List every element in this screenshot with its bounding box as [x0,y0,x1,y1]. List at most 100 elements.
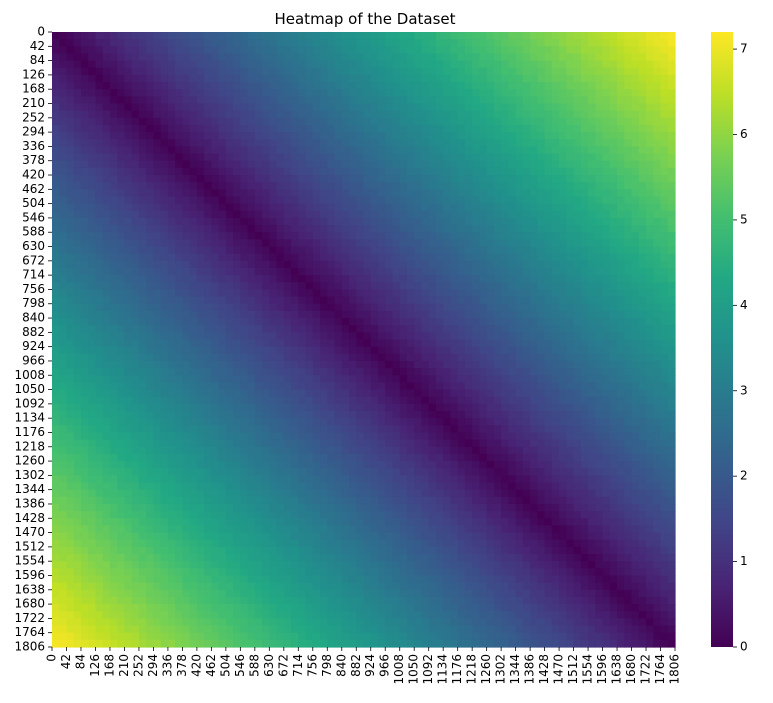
heatmap-cell [276,296,285,305]
heatmap-cell [189,275,198,283]
heatmap-cell [501,375,509,384]
heatmap-cell [573,346,582,355]
heatmap-cell [88,318,97,326]
heatmap-cell [211,267,220,276]
heatmap-cell [406,382,415,391]
heatmap-cell [262,332,270,341]
heatmap-cell [109,103,118,112]
heatmap-cell [435,96,444,105]
heatmap-cell [406,239,415,248]
heatmap-cell [588,32,596,40]
heatmap-cell [588,39,596,47]
heatmap-cell [225,232,234,240]
heatmap-cell [428,67,437,76]
heatmap-cell [559,368,567,376]
heatmap-cell [291,432,299,441]
heatmap-cell [631,182,640,190]
heatmap-cell [421,196,430,205]
heatmap-cell [124,246,133,255]
heatmap-cell [559,60,567,69]
heatmap-cell [660,189,669,198]
heatmap-cell [617,232,625,240]
heatmap-cell [153,67,162,76]
heatmap-cell [233,132,241,140]
heatmap-cell [334,217,343,226]
heatmap-cell [189,239,198,248]
heatmap-cell [240,117,249,126]
heatmap-cell [385,346,394,355]
heatmap-cell [160,82,169,90]
heatmap-cell [624,175,633,183]
heatmap-cell [631,375,640,384]
heatmap-cell [399,389,408,398]
heatmap-cell [73,217,82,226]
heatmap-cell [334,39,343,47]
heatmap-cell [218,389,227,398]
heatmap-cell [66,275,75,283]
heatmap-cell [225,39,234,47]
heatmap-cell [88,403,97,412]
heatmap-cell [443,303,452,312]
heatmap-cell [450,325,459,333]
heatmap-cell [508,396,517,405]
heatmap-cell [508,389,517,398]
heatmap-cell [646,439,654,448]
heatmap-cell [59,225,68,233]
heatmap-cell [312,382,321,391]
heatmap-cell [457,289,466,298]
heatmap-cell [595,339,604,348]
heatmap-cell [501,160,509,169]
heatmap-cell [414,289,423,298]
heatmap-cell [363,418,372,426]
heatmap-cell [609,303,618,312]
heatmap-cell [305,32,314,40]
heatmap-cell [435,82,444,90]
heatmap-cell [421,382,430,391]
heatmap-cell [551,418,560,426]
heatmap-cell [501,67,509,76]
heatmap-cell [530,346,538,355]
heatmap-cell [80,275,89,283]
heatmap-cell [102,368,111,376]
heatmap-cell [124,432,133,441]
heatmap-cell [95,117,104,126]
heatmap-cell [472,289,480,298]
heatmap-cell [167,225,176,233]
heatmap-cell [204,239,212,248]
heatmap-cell [551,139,560,148]
heatmap-cell [160,96,169,105]
heatmap-cell [88,67,97,76]
heatmap-cell [638,303,647,312]
heatmap-cell [472,67,480,76]
heatmap-cell [464,39,473,47]
heatmap-cell [218,153,227,162]
heatmap-cell [667,225,676,233]
heatmap-cell [573,411,582,419]
heatmap-cell [305,182,314,190]
heatmap-cell [189,210,198,219]
heatmap-cell [617,439,625,448]
heatmap-cell [653,32,662,40]
heatmap-cell [211,418,220,426]
heatmap-cell [153,182,162,190]
heatmap-cell [493,289,502,298]
heatmap-cell [131,439,140,448]
heatmap-cell [464,167,473,176]
heatmap-cell [551,260,560,269]
heatmap-cell [566,353,575,362]
heatmap-cell [88,132,97,140]
heatmap-cell [653,353,662,362]
heatmap-cell [653,110,662,119]
heatmap-cell [646,39,654,47]
heatmap-cell [551,282,560,291]
heatmap-cell [189,411,198,419]
heatmap-cell [59,117,68,126]
heatmap-cell [95,418,104,426]
heatmap-cell [435,325,444,333]
heatmap-cell [218,382,227,391]
heatmap-cell [385,53,394,62]
heatmap-cell [66,253,75,262]
heatmap-cell [73,446,82,455]
heatmap-cell [370,153,379,162]
